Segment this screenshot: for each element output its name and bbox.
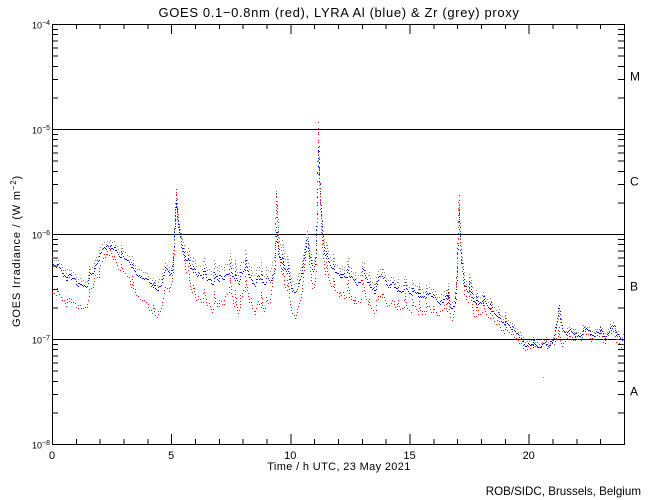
svg-text:10−4: 10−4 — [32, 20, 50, 31]
svg-text:C: C — [630, 175, 639, 189]
svg-text:10: 10 — [284, 450, 296, 462]
svg-text:10−8: 10−8 — [32, 440, 50, 451]
svg-text:10−6: 10−6 — [32, 230, 50, 241]
svg-text:10−7: 10−7 — [32, 335, 50, 346]
svg-text:15: 15 — [403, 450, 415, 462]
svg-text:0: 0 — [49, 450, 55, 462]
svg-text:20: 20 — [523, 450, 535, 462]
svg-text:Time / h UTC, 23 May 2021: Time / h UTC, 23 May 2021 — [267, 461, 410, 473]
svg-text:10−5: 10−5 — [32, 125, 50, 136]
svg-text:A: A — [630, 385, 638, 399]
svg-text:B: B — [630, 280, 638, 294]
svg-text:5: 5 — [168, 450, 174, 462]
svg-text:M: M — [630, 70, 640, 84]
svg-text:ROB/SIDC, Brussels, Belgium: ROB/SIDC, Brussels, Belgium — [486, 485, 641, 498]
svg-text:GOES 0.1−0.8nm (red), LYRA Al: GOES 0.1−0.8nm (red), LYRA Al (blue) & Z… — [158, 5, 519, 20]
svg-text:GOES Irradiance / (W m−2): GOES Irradiance / (W m−2) — [9, 175, 23, 327]
